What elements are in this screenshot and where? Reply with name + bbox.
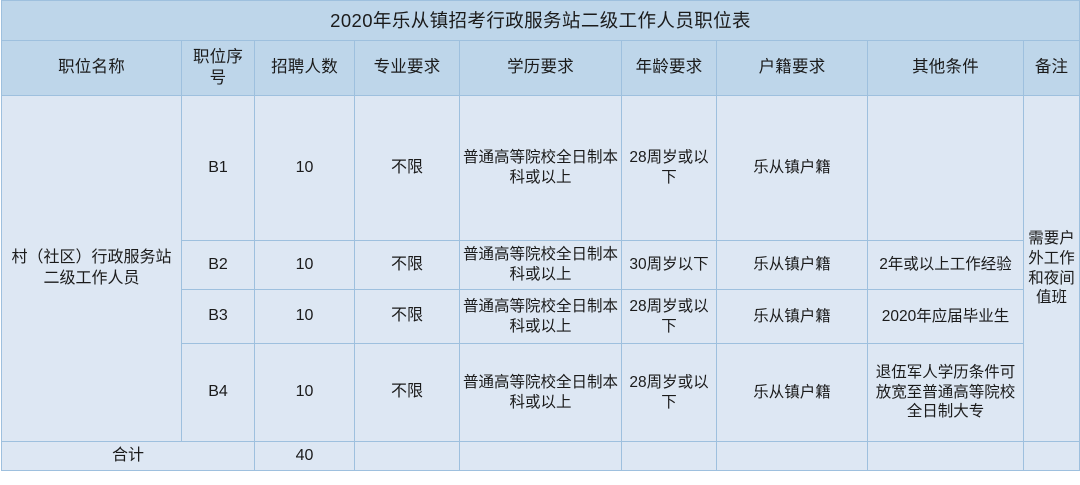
page-title: 2020年乐从镇招考行政服务站二级工作人员职位表 — [0, 0, 1080, 41]
cell-education: 普通高等院校全日制本科或以上 — [459, 343, 622, 442]
cell-major: 不限 — [354, 343, 460, 442]
table-header-row: 职位名称 职位序号 招聘人数 专业要求 学历要求 年龄要求 户籍要求 其他条件 … — [1, 40, 1080, 96]
cell-household: 乐从镇户籍 — [716, 343, 868, 442]
cell-age: 28周岁或以下 — [621, 343, 717, 442]
job-position-table: 2020年乐从镇招考行政服务站二级工作人员职位表 职位名称 职位序号 招聘人数 … — [0, 0, 1080, 471]
cell-household: 乐从镇户籍 — [716, 289, 868, 344]
column-header-remark: 备注 — [1022, 40, 1080, 96]
column-header-education: 学历要求 — [459, 40, 622, 96]
cell-major: 不限 — [354, 240, 460, 290]
cell-total-major — [354, 441, 460, 471]
cell-major: 不限 — [354, 95, 460, 241]
column-header-household: 户籍要求 — [716, 40, 868, 96]
cell-total-remark — [1022, 441, 1080, 471]
cell-household: 乐从镇户籍 — [716, 240, 868, 290]
table-title-row: 2020年乐从镇招考行政服务站二级工作人员职位表 — [0, 0, 1080, 41]
table-row: B2 10 不限 普通高等院校全日制本科或以上 30周岁以下 乐从镇户籍 2年或… — [2, 240, 1080, 290]
cell-headcount: 10 — [254, 289, 355, 344]
column-header-age: 年龄要求 — [621, 40, 717, 96]
cell-education: 普通高等院校全日制本科或以上 — [459, 289, 622, 344]
cell-age: 28周岁或以下 — [621, 289, 717, 344]
cell-age: 28周岁或以下 — [621, 95, 717, 241]
column-header-position-name: 职位名称 — [1, 40, 182, 96]
cell-other — [867, 95, 1024, 241]
cell-other: 2020年应届毕业生 — [867, 289, 1024, 344]
cell-position-name-group: 村（社区）行政服务站二级工作人员 — [1, 95, 182, 442]
cell-total-age — [621, 441, 717, 471]
table-row: 村（社区）行政服务站二级工作人员 B1 10 不限 普通高等院校全日制本科或以上… — [1, 95, 1080, 442]
cell-other: 2年或以上工作经验 — [867, 240, 1024, 290]
cell-remark-group: 需要户外工作和夜间值班 — [1022, 95, 1080, 442]
column-header-position-seq: 职位序号 — [181, 40, 255, 96]
cell-total-education — [459, 441, 622, 471]
cell-headcount: 10 — [254, 95, 355, 241]
cell-position-seq: B4 — [181, 343, 255, 442]
cell-education: 普通高等院校全日制本科或以上 — [459, 95, 622, 241]
column-header-other: 其他条件 — [867, 40, 1024, 96]
table-row: B4 10 不限 普通高等院校全日制本科或以上 28周岁或以下 乐从镇户籍 退伍… — [2, 343, 1080, 442]
column-header-headcount: 招聘人数 — [254, 40, 355, 96]
cell-total-other — [867, 441, 1024, 471]
table-row: B3 10 不限 普通高等院校全日制本科或以上 28周岁或以下 乐从镇户籍 20… — [2, 289, 1080, 344]
cell-education: 普通高等院校全日制本科或以上 — [459, 240, 622, 290]
cell-headcount: 10 — [254, 343, 355, 442]
page-bottom-margin — [0, 471, 1080, 485]
cell-position-seq: B3 — [181, 289, 255, 344]
cell-household: 乐从镇户籍 — [716, 95, 868, 241]
table-total-row: 合计 40 — [1, 441, 1080, 471]
cell-total-headcount: 40 — [254, 441, 355, 471]
cell-headcount: 10 — [254, 240, 355, 290]
cell-position-seq: B2 — [181, 240, 255, 290]
cell-age: 30周岁以下 — [621, 240, 717, 290]
cell-other: 退伍军人学历条件可放宽至普通高等院校全日制大专 — [867, 343, 1024, 442]
cell-position-seq: B1 — [181, 95, 255, 241]
column-header-major: 专业要求 — [354, 40, 460, 96]
cell-total-household — [716, 441, 868, 471]
cell-major: 不限 — [354, 289, 460, 344]
cell-total-label: 合计 — [1, 441, 255, 471]
